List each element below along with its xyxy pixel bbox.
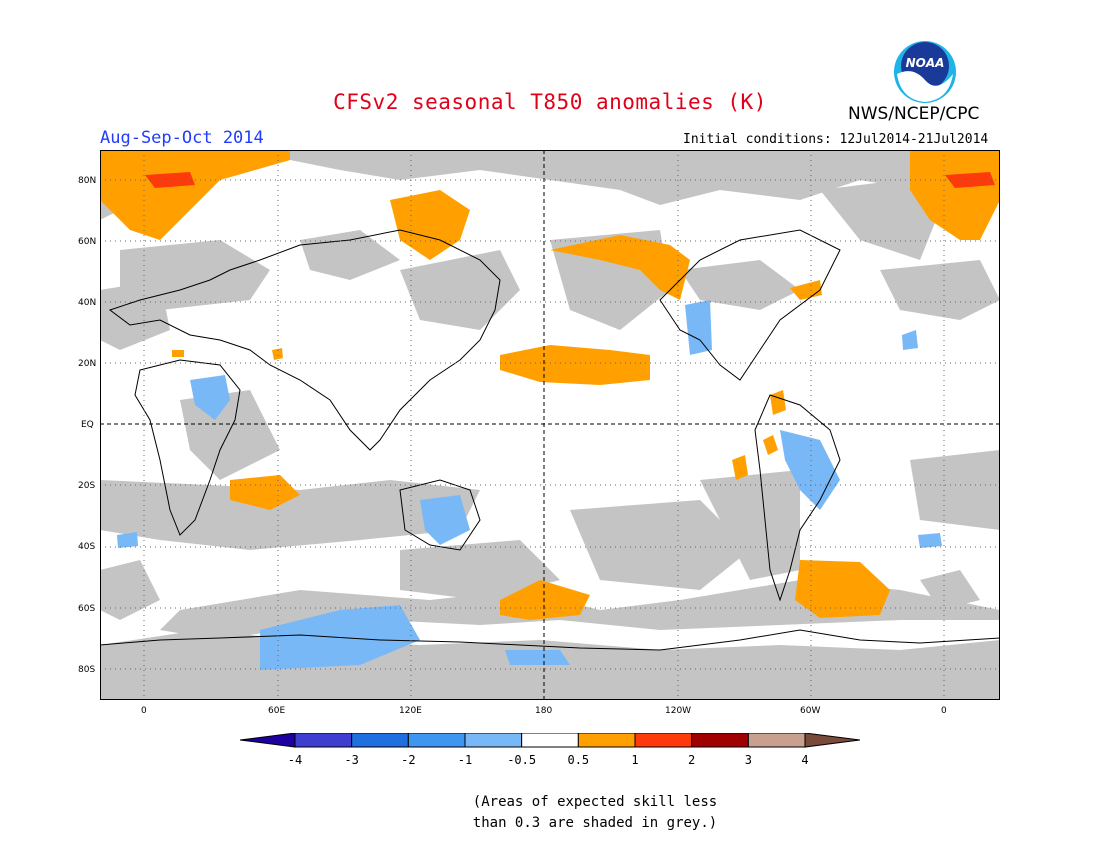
colorbar-label: -4 bbox=[288, 753, 302, 767]
colorbar-box bbox=[240, 733, 296, 748]
colorbar: -4 -3 -2 -1 -0.5 0.5 1 2 3 4 bbox=[240, 733, 860, 767]
lon-label-0-right: 0 bbox=[941, 706, 947, 716]
colorbar-box bbox=[577, 733, 636, 748]
chart-title: CFSv2 seasonal T850 anomalies (K) bbox=[333, 90, 767, 114]
colorbar-label: 0.5 bbox=[567, 753, 589, 767]
colorbar-box bbox=[521, 733, 579, 748]
lat-label-20n: 20N bbox=[78, 359, 97, 369]
initial-conditions-label: Initial conditions: 12Jul2014-21Jul2014 bbox=[683, 132, 989, 147]
colorbar-label: -0.5 bbox=[507, 753, 536, 767]
lat-label-40s: 40S bbox=[78, 542, 96, 552]
anomaly-map bbox=[100, 150, 1000, 700]
colorbar-label: 3 bbox=[745, 753, 752, 767]
colorbar-label: 4 bbox=[801, 753, 808, 767]
colorbar-box bbox=[691, 733, 749, 748]
colorbar-label: -2 bbox=[401, 753, 415, 767]
lon-label-120e: 120E bbox=[399, 706, 422, 716]
lat-label-60n: 60N bbox=[78, 237, 97, 247]
colorbar-box bbox=[294, 733, 353, 748]
lat-label-40n: 40N bbox=[78, 298, 97, 308]
lon-label-180: 180 bbox=[535, 706, 553, 716]
skill-note-line-2: than 0.3 are shaded in grey.) bbox=[472, 815, 718, 831]
skill-note: (Areas of expected skill less than 0.3 a… bbox=[0, 792, 1100, 834]
colorbar-box bbox=[407, 733, 466, 748]
lon-label-120w: 120W bbox=[665, 706, 692, 716]
colorbar-box bbox=[634, 733, 693, 748]
colorbar-box bbox=[747, 733, 806, 748]
lon-label-60e: 60E bbox=[268, 706, 286, 716]
lat-label-80s: 80S bbox=[78, 665, 96, 675]
lat-label-eq: EQ bbox=[81, 420, 94, 430]
lon-label-0-left: 0 bbox=[141, 706, 147, 716]
noaa-logo-icon: NOAA bbox=[894, 41, 956, 103]
colorbar-box bbox=[804, 733, 860, 748]
skill-note-line-1: (Areas of expected skill less bbox=[472, 794, 718, 810]
colorbar-box bbox=[464, 733, 523, 748]
graticule bbox=[100, 150, 1000, 700]
coastlines bbox=[100, 229, 1000, 651]
colorbar-label: -1 bbox=[458, 753, 472, 767]
lon-label-60w: 60W bbox=[800, 706, 821, 716]
season-label: Aug-Sep-Oct 2014 bbox=[100, 128, 264, 148]
colorbar-label: 1 bbox=[631, 753, 638, 767]
lat-label-60s: 60S bbox=[78, 604, 96, 614]
lat-label-80n: 80N bbox=[78, 176, 97, 186]
colorbar-box bbox=[351, 733, 409, 748]
lat-label-20s: 20S bbox=[78, 481, 96, 491]
colorbar-label: -3 bbox=[344, 753, 358, 767]
logo-text: NOAA bbox=[906, 56, 945, 70]
warm-anomaly-areas bbox=[100, 150, 1000, 620]
organization-label: NWS/NCEP/CPC bbox=[848, 104, 980, 124]
colorbar-label: 2 bbox=[688, 753, 695, 767]
